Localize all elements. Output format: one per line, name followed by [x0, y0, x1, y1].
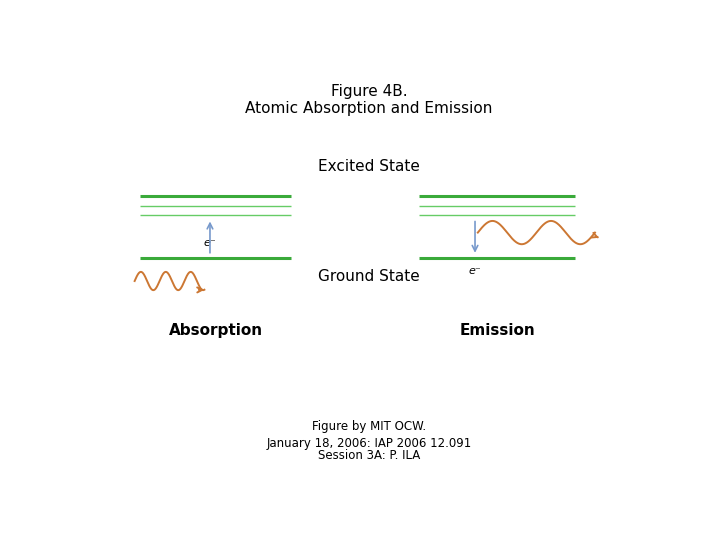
Text: Figure 4B.: Figure 4B. — [330, 84, 408, 99]
Text: Emission: Emission — [459, 323, 535, 339]
Text: Excited State: Excited State — [318, 159, 420, 174]
Text: e⁻: e⁻ — [469, 266, 482, 275]
Text: Ground State: Ground State — [318, 269, 420, 285]
Text: January 18, 2006: IAP 2006 12.091: January 18, 2006: IAP 2006 12.091 — [266, 437, 472, 450]
Text: Figure by MIT OCW.: Figure by MIT OCW. — [312, 420, 426, 433]
Text: Absorption: Absorption — [168, 323, 263, 339]
Text: Atomic Absorption and Emission: Atomic Absorption and Emission — [246, 101, 492, 116]
Text: Session 3A: P. ILA: Session 3A: P. ILA — [318, 449, 420, 462]
Text: e⁻: e⁻ — [204, 238, 216, 248]
